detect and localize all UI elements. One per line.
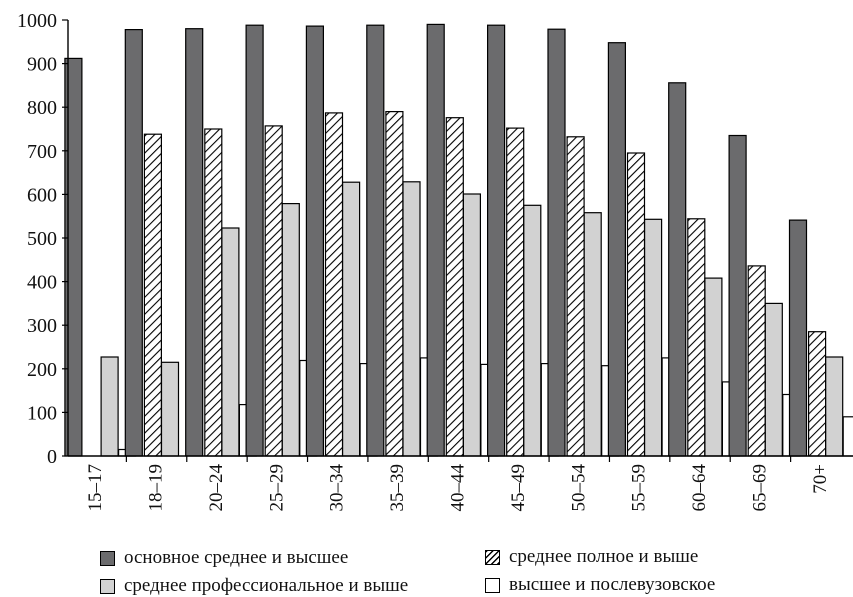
bar-45-49-series-0 [488, 25, 505, 456]
bar-25-29-series-1 [265, 126, 282, 456]
bar-18-19-series-1 [144, 134, 161, 456]
y-tick-label: 300 [27, 315, 57, 337]
bar-55-59-series-2 [645, 219, 662, 456]
bar-35-39-series-0 [367, 25, 384, 456]
bar-30-34-series-0 [306, 26, 323, 456]
y-tick-label: 0 [47, 446, 57, 468]
x-tick-label: 40–44 [448, 464, 469, 512]
y-tick-label: 200 [27, 359, 57, 381]
y-tick-label: 500 [27, 228, 57, 250]
bar-45-49-series-1 [507, 128, 524, 456]
bar-60-64-series-1 [688, 219, 705, 456]
bar-70--series-3 [843, 417, 853, 456]
bar-50-54-series-1 [567, 137, 584, 456]
x-tick-label: 18–19 [146, 464, 167, 512]
x-tick-label: 65–69 [749, 464, 770, 512]
x-tick-label: 20–24 [206, 464, 227, 512]
bar-20-24-series-0 [186, 29, 203, 456]
bar-40-44-series-1 [446, 118, 463, 456]
bar-30-34-series-2 [343, 182, 360, 456]
bar-50-54-series-2 [584, 213, 601, 456]
bar-30-34-series-1 [326, 113, 343, 456]
bars-group [65, 24, 853, 456]
x-tick-label: 15–17 [85, 464, 106, 512]
bar-35-39-series-2 [403, 182, 420, 456]
y-tick-label: 700 [27, 141, 57, 163]
x-tick-label: 35–39 [387, 464, 408, 512]
y-tick-label: 600 [27, 184, 57, 206]
bar-25-29-series-0 [246, 25, 263, 456]
bar-15-17-series-2 [101, 357, 118, 456]
bar-18-19-series-0 [125, 30, 142, 456]
bar-40-44-series-2 [463, 194, 480, 456]
bar-60-64-series-0 [669, 83, 686, 456]
bar-70--series-2 [826, 357, 843, 456]
x-tick-label: 70+ [810, 464, 831, 494]
x-tick-label: 30–34 [327, 464, 348, 512]
bar-50-54-series-0 [548, 29, 565, 456]
bar-70--series-0 [790, 220, 807, 456]
bar-55-59-series-1 [628, 153, 645, 456]
bar-45-49-series-2 [524, 205, 541, 456]
y-tick-label: 400 [27, 272, 57, 294]
x-tick-label: 55–59 [629, 464, 650, 512]
y-tick-label: 100 [27, 402, 57, 424]
x-tick-label: 50–54 [568, 464, 589, 512]
bar-20-24-series-2 [222, 228, 239, 456]
bar-60-64-series-2 [705, 278, 722, 456]
x-tick-label: 45–49 [508, 464, 529, 512]
y-tick-label: 800 [27, 97, 57, 119]
bar-35-39-series-1 [386, 112, 403, 456]
bar-70--series-1 [809, 332, 826, 456]
y-tick-label: 1000 [17, 10, 57, 32]
y-tick-label: 900 [27, 54, 57, 76]
bar-25-29-series-2 [282, 204, 299, 456]
bar-18-19-series-2 [162, 362, 179, 456]
bar-40-44-series-0 [427, 24, 444, 456]
bar-55-59-series-0 [608, 43, 625, 456]
bar-20-24-series-1 [205, 129, 222, 456]
bar-65-69-series-2 [765, 303, 782, 456]
bar-65-69-series-0 [729, 136, 746, 457]
x-tick-label: 25–29 [266, 464, 287, 512]
bar-65-69-series-1 [748, 266, 765, 456]
x-tick-label: 60–64 [689, 464, 710, 512]
